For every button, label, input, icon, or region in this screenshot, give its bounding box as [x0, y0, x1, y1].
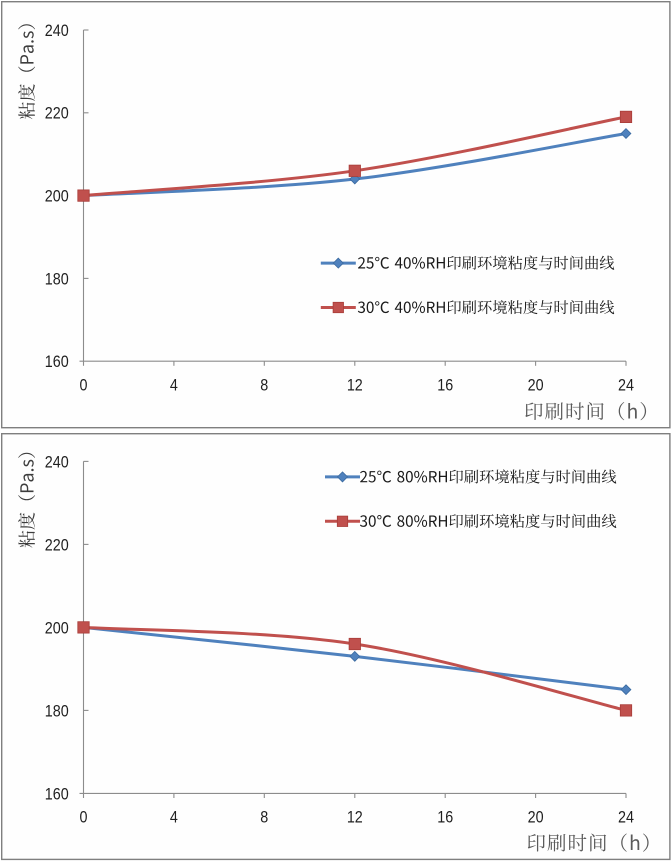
svg-text:12: 12 [347, 809, 363, 827]
svg-text:200: 200 [45, 188, 69, 206]
svg-text:160: 160 [45, 785, 69, 803]
svg-text:240: 240 [45, 22, 69, 40]
svg-text:12: 12 [347, 377, 363, 395]
svg-text:0: 0 [80, 377, 88, 395]
svg-text:20: 20 [528, 809, 544, 827]
svg-text:180: 180 [45, 270, 69, 288]
svg-text:24: 24 [618, 377, 634, 395]
svg-text:16: 16 [437, 809, 453, 827]
svg-text:180: 180 [45, 702, 69, 720]
svg-text:24: 24 [618, 809, 634, 827]
svg-text:0: 0 [80, 809, 88, 827]
svg-text:220: 220 [45, 536, 69, 554]
svg-text:4: 4 [170, 377, 178, 395]
svg-text:8: 8 [260, 809, 268, 827]
svg-text:200: 200 [45, 619, 69, 637]
svg-text:160: 160 [45, 353, 69, 371]
svg-text:8: 8 [260, 377, 268, 395]
svg-text:220: 220 [45, 105, 69, 123]
svg-text:240: 240 [45, 453, 69, 471]
svg-text:16: 16 [437, 377, 453, 395]
svg-text:4: 4 [170, 809, 178, 827]
svg-text:20: 20 [528, 377, 544, 395]
